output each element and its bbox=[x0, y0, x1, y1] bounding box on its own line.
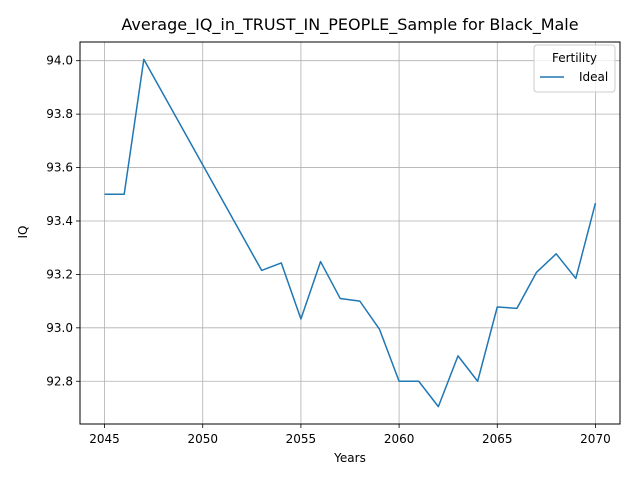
chart-title: Average_IQ_in_TRUST_IN_PEOPLE_Sample for… bbox=[121, 15, 578, 35]
y-tick-label: 93.4 bbox=[46, 214, 73, 228]
y-axis-ticks: 92.8 93.0 93.2 93.4 93.6 93.8 94.0 bbox=[46, 54, 80, 388]
legend-title: Fertility bbox=[552, 51, 597, 65]
y-tick-label: 93.0 bbox=[46, 321, 73, 335]
grid-lines bbox=[80, 42, 620, 424]
legend: Fertility Ideal bbox=[533, 44, 616, 93]
legend-box bbox=[533, 44, 616, 93]
plot-area bbox=[79, 41, 621, 425]
x-tick-label: 2055 bbox=[286, 432, 317, 446]
x-tick-label: 2045 bbox=[89, 432, 120, 446]
x-tick-label: 2060 bbox=[384, 432, 415, 446]
x-tick-label: 2065 bbox=[482, 432, 513, 446]
x-tick-label: 2050 bbox=[187, 432, 218, 446]
x-axis-label: Years bbox=[333, 451, 366, 465]
y-tick-label: 92.8 bbox=[46, 374, 73, 388]
series-lines bbox=[104, 58, 597, 408]
x-tick-label: 2070 bbox=[580, 432, 611, 446]
series-line-ideal bbox=[104, 58, 597, 408]
y-tick-label: 93.2 bbox=[46, 267, 73, 281]
y-tick-label: 94.0 bbox=[46, 54, 73, 68]
legend-label: Ideal bbox=[579, 70, 608, 84]
y-axis-label: IQ bbox=[16, 226, 30, 239]
y-tick-label: 93.8 bbox=[46, 107, 73, 121]
x-axis-ticks: 2045 2050 2055 2060 2065 2070 bbox=[89, 424, 611, 446]
y-tick-label: 93.6 bbox=[46, 161, 73, 175]
